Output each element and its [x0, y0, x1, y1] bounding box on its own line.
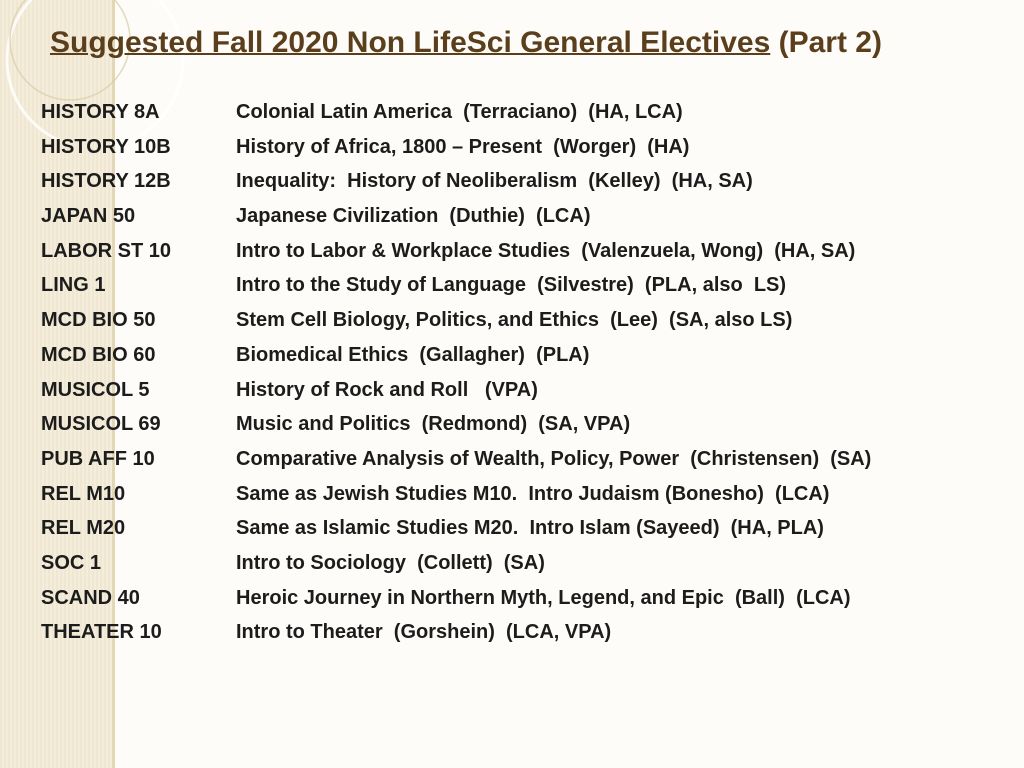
title: Suggested Fall 2020 Non LifeSci General …: [50, 26, 882, 60]
strip-edge: [112, 0, 115, 768]
course-description: History of Africa, 1800 – Present (Worge…: [236, 135, 690, 158]
title-suffix: (Part 2): [778, 26, 882, 59]
course-code: PUB AFF 10: [41, 447, 155, 470]
course-description: Intro to the Study of Language (Silvestr…: [236, 274, 787, 297]
course-code: SCAND 40: [41, 586, 140, 609]
course-description: Intro to Labor & Workplace Studies (Vale…: [236, 239, 856, 262]
course-description: Same as Islamic Studies M20. Intro Islam…: [236, 517, 824, 540]
course-description: Inequality: History of Neoliberalism (Ke…: [236, 170, 753, 193]
course-description: Music and Politics (Redmond) (SA, VPA): [236, 413, 631, 436]
course-code: REL M20: [41, 517, 126, 540]
course-code: HISTORY 10B: [41, 135, 171, 158]
course-code: LABOR ST 10: [41, 239, 172, 262]
title-main: Suggested Fall 2020 Non LifeSci General …: [50, 26, 771, 59]
course-description: Same as Jewish Studies M10. Intro Judais…: [236, 482, 830, 505]
course-code: MUSICOL 69: [41, 413, 161, 436]
background-strip: [0, 0, 112, 768]
course-code: LING 1: [41, 274, 106, 297]
course-code: HISTORY 12B: [41, 170, 171, 193]
decoration: [5, 0, 185, 140]
course-code: MCD BIO 50: [41, 309, 156, 332]
course-description: Heroic Journey in Northern Myth, Legend,…: [236, 586, 851, 609]
course-code: MUSICOL 5: [41, 378, 150, 401]
course-description: History of Rock and Roll (VPA): [236, 378, 538, 401]
course-description: Intro to Sociology (Collett) (SA): [236, 551, 545, 574]
course-code: MCD BIO 60: [41, 343, 156, 366]
course-code: THEATER 10: [41, 621, 162, 644]
course-description: Comparative Analysis of Wealth, Policy, …: [236, 447, 872, 470]
course-code: SOC 1: [41, 551, 102, 574]
course-description: Biomedical Ethics (Gallagher) (PLA): [236, 343, 590, 366]
course-description: Japanese Civilization (Duthie) (LCA): [236, 205, 591, 228]
course-code: HISTORY 8A: [41, 101, 160, 123]
course-code: JAPAN 50: [41, 205, 136, 228]
course-description: Intro to Theater (Gorshein) (LCA, VPA): [236, 621, 612, 644]
course-description: Colonial Latin America (Terraciano) (HA,…: [236, 101, 683, 123]
course-description: Stem Cell Biology, Politics, and Ethics …: [236, 309, 793, 332]
course-code: REL M10: [41, 482, 126, 505]
